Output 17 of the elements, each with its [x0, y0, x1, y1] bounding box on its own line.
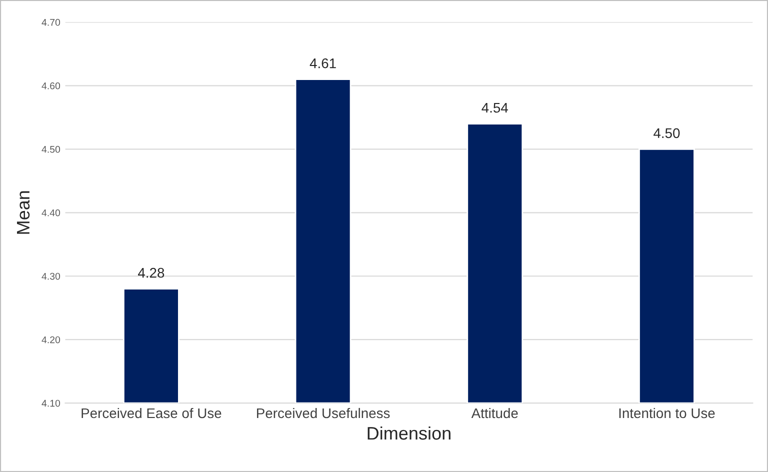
y-tick-label: 4.70: [42, 18, 60, 26]
x-tick-label: Perceived Ease of Use: [82, 408, 222, 418]
y-axis-title: Mean: [16, 191, 30, 234]
x-tick-label: Intention to Use: [619, 408, 715, 418]
y-tick-label: 4.40: [42, 209, 60, 216]
data-label: 4.50: [654, 128, 680, 138]
y-tick-label: 4.30: [42, 272, 60, 280]
x-tick-label: Attitude: [471, 408, 518, 418]
data-label: 4.61: [310, 58, 336, 68]
y-tick-label: 4.10: [42, 400, 60, 407]
x-axis-title: Dimension: [368, 426, 450, 440]
data-label: 4.28: [138, 268, 164, 278]
x-tick-label: Perceived Usefulness: [257, 408, 390, 418]
y-tick-label: 4.50: [42, 146, 60, 153]
y-tick-label: 4.60: [42, 82, 60, 90]
y-tick-label: 4.20: [42, 336, 60, 344]
data-label: 4.54: [482, 102, 508, 113]
